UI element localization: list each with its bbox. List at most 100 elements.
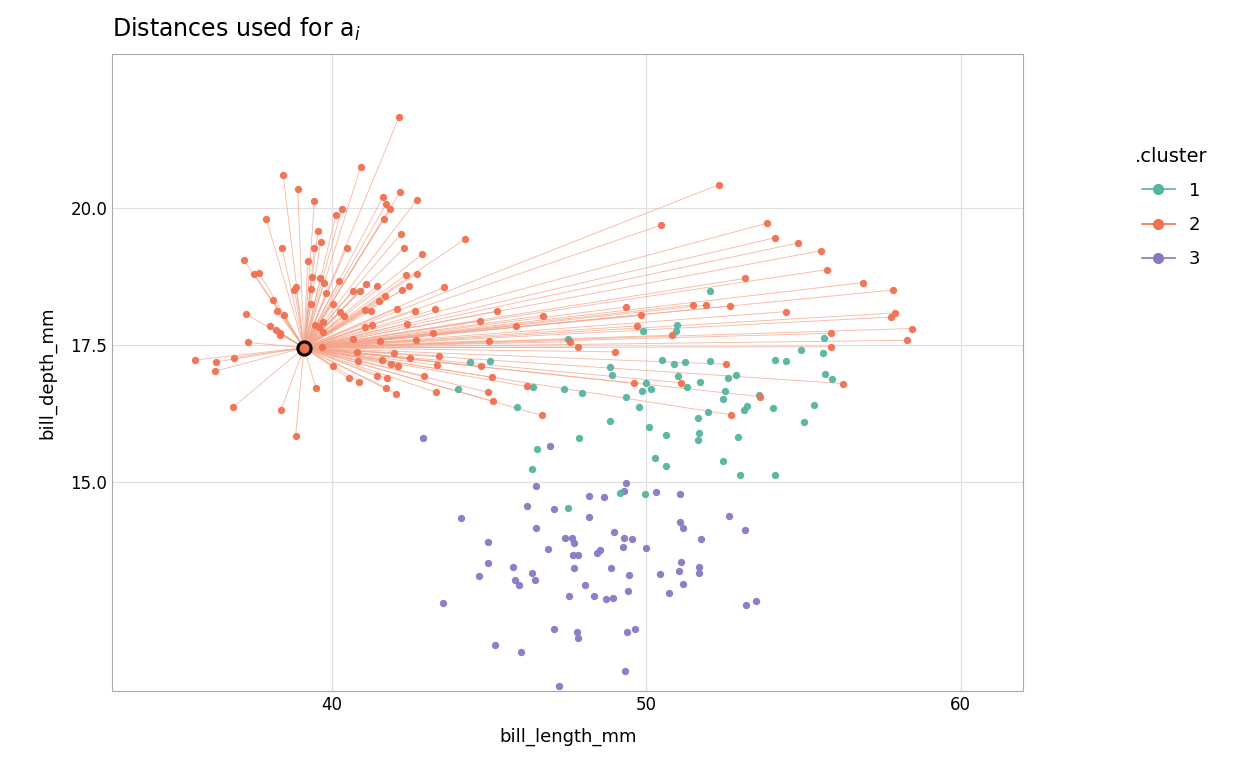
- Point: [256, 213, 276, 225]
- Point: [594, 491, 614, 503]
- Point: [691, 533, 711, 545]
- Point: [544, 624, 564, 636]
- Point: [602, 562, 622, 574]
- Point: [617, 301, 636, 313]
- Point: [374, 213, 394, 225]
- Point: [614, 531, 634, 544]
- Point: [834, 377, 854, 389]
- Point: [814, 332, 834, 344]
- Point: [897, 334, 917, 346]
- Point: [622, 533, 641, 545]
- Point: [689, 561, 709, 574]
- Point: [271, 404, 291, 416]
- Point: [505, 574, 525, 587]
- Point: [337, 242, 357, 254]
- Point: [689, 412, 709, 425]
- Point: [600, 361, 620, 373]
- Point: [538, 543, 558, 555]
- Point: [270, 326, 290, 339]
- Point: [507, 401, 527, 413]
- Point: [311, 273, 331, 285]
- Point: [674, 522, 694, 535]
- Point: [479, 335, 499, 347]
- Point: [367, 370, 387, 382]
- Point: [671, 556, 691, 568]
- Point: [633, 325, 653, 337]
- Point: [670, 516, 690, 528]
- Point: [700, 355, 720, 367]
- Point: [305, 319, 324, 332]
- Point: [567, 627, 587, 639]
- Point: [286, 281, 306, 293]
- Point: [811, 244, 831, 257]
- Point: [690, 376, 710, 388]
- Point: [423, 327, 443, 339]
- Point: [746, 594, 766, 607]
- Point: [675, 356, 695, 368]
- Point: [525, 574, 545, 586]
- Point: [478, 536, 498, 548]
- Point: [487, 305, 507, 317]
- Point: [738, 399, 758, 412]
- Point: [560, 336, 580, 348]
- Point: [640, 383, 660, 396]
- Point: [600, 415, 620, 428]
- Point: [406, 305, 426, 317]
- Point: [434, 281, 454, 293]
- Point: [485, 639, 505, 651]
- Point: [603, 592, 623, 604]
- Point: [765, 468, 785, 481]
- Point: [736, 598, 756, 611]
- Text: Distances used for a$_i$: Distances used for a$_i$: [112, 16, 361, 43]
- Point: [791, 344, 811, 356]
- Point: [323, 359, 343, 372]
- Point: [728, 431, 748, 443]
- Point: [413, 432, 433, 445]
- Point: [715, 385, 735, 397]
- Point: [480, 355, 500, 367]
- Point: [414, 369, 434, 382]
- Point: [448, 383, 468, 396]
- Point: [750, 390, 770, 402]
- Point: [206, 365, 226, 377]
- Point: [286, 429, 306, 442]
- Point: [401, 352, 421, 364]
- Point: [271, 329, 291, 341]
- Point: [714, 455, 734, 467]
- Point: [301, 298, 321, 310]
- Point: [628, 319, 648, 332]
- Point: [238, 336, 258, 349]
- Point: [668, 369, 688, 382]
- Point: [517, 499, 537, 511]
- Point: [590, 544, 610, 556]
- Point: [821, 327, 841, 339]
- Point: [656, 429, 676, 441]
- Point: [886, 306, 906, 319]
- Point: [313, 326, 333, 338]
- Point: [361, 305, 381, 317]
- Point: [339, 372, 359, 385]
- Point: [804, 399, 824, 412]
- Point: [301, 283, 321, 296]
- Point: [351, 161, 371, 173]
- Point: [630, 310, 650, 322]
- Point: [776, 354, 796, 366]
- Point: [348, 355, 368, 367]
- Point: [527, 480, 547, 492]
- Point: [308, 225, 328, 237]
- Point: [245, 268, 265, 280]
- X-axis label: bill_length_mm: bill_length_mm: [499, 728, 636, 746]
- Point: [388, 360, 408, 372]
- Point: [651, 219, 671, 231]
- Point: [650, 568, 670, 580]
- Point: [523, 381, 543, 393]
- Point: [735, 273, 755, 285]
- Point: [461, 356, 480, 368]
- Point: [716, 358, 736, 370]
- Point: [313, 276, 333, 289]
- Point: [311, 236, 331, 248]
- Point: [387, 388, 407, 400]
- Point: [343, 333, 363, 345]
- Point: [305, 195, 324, 207]
- Point: [483, 371, 503, 383]
